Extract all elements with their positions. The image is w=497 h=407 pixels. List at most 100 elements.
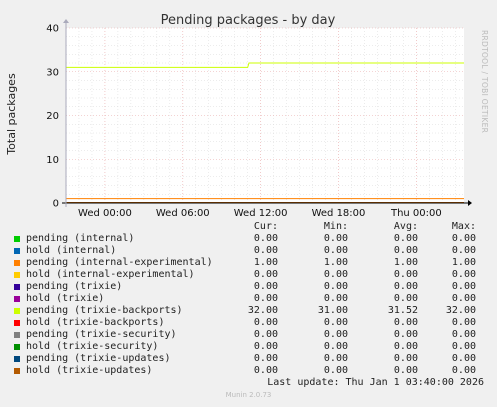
legend-row: hold (trixie) 0.00 0.00 0.00 0.00 [10,293,490,305]
axes [62,19,472,207]
legend-value-min: 0.00 [323,293,348,304]
legend-value-avg: 0.00 [393,269,418,280]
legend-value-max: 0.00 [451,233,476,244]
x-tick-labels: Wed 00:00 Wed 06:00 Wed 12:00 Wed 18:00 Thu … [78,208,442,219]
legend-color-swatch [14,260,20,266]
legend-label: hold (internal) [26,245,117,256]
legend-header-avg: Avg: [393,221,418,232]
legend-value-cur: 0.00 [253,365,278,376]
legend-value-cur: 1.00 [253,257,278,268]
legend-value-avg: 1.00 [393,257,418,268]
y-tick-label: 30 [46,67,59,78]
legend-value-avg: 31.52 [387,305,418,316]
legend-value-avg: 0.00 [393,365,418,376]
legend-color-swatch [14,356,20,362]
legend-label: hold (trixie-security) [26,341,159,352]
legend-row: pending (trixie-backports) 32.00 31.00 31.5… [10,305,490,317]
x-tick-label: Wed 00:00 [78,208,132,219]
grid-major [66,27,464,203]
legend-value-cur: 0.00 [253,245,278,256]
legend-color-swatch [14,320,20,326]
legend-row: hold (internal-experimental) 0.00 0.00 0.00… [10,269,490,281]
y-tick-label: 0 [53,199,59,210]
legend-label: pending (trixie-security) [26,329,177,340]
legend-value-min: 0.00 [323,269,348,280]
legend-header-row: Cur: Min: Avg: Max: [10,221,490,233]
legend-row: pending (internal) 0.00 0.00 0.00 0.00 [10,233,490,245]
y-axis-label: Total packages [5,73,18,156]
legend-value-max: 0.00 [451,341,476,352]
legend-row: pending (trixie) 0.00 0.00 0.00 0.00 [10,281,490,293]
legend-color-swatch [14,284,20,290]
legend-row: pending (trixie-security) 0.00 0.00 0.00 0.0… [10,329,490,341]
legend-value-max: 0.00 [451,365,476,376]
legend-value-avg: 0.00 [393,233,418,244]
legend-value-cur: 32.00 [247,305,278,316]
legend-value-avg: 0.00 [393,341,418,352]
legend-label: pending (trixie-backports) [26,305,183,316]
legend-value-min: 1.00 [323,257,348,268]
legend-label: pending (internal) [26,233,135,244]
legend-color-swatch [14,248,20,254]
x-axis-arrow [468,200,472,206]
legend-value-avg: 0.00 [393,245,418,256]
legend-value-min: 0.00 [323,353,348,364]
legend-value-max: 0.00 [451,281,476,292]
legend-value-avg: 0.00 [393,329,418,340]
y-tick-label: 20 [46,111,59,122]
legend-color-swatch [14,296,20,302]
legend-row: hold (trixie-backports) 0.00 0.00 0.00 0.00 [10,317,490,329]
legend-color-swatch [14,344,20,350]
legend-table: Cur: Min: Avg: Max: pending (internal) 0.… [10,221,490,377]
legend-value-cur: 0.00 [253,341,278,352]
legend-value-avg: 0.00 [393,293,418,304]
legend-label: hold (internal-experimental) [26,269,195,280]
legend-row: hold (internal) 0.00 0.00 0.00 0.00 [10,245,490,257]
legend-value-cur: 0.00 [253,233,278,244]
legend-value-avg: 0.00 [393,281,418,292]
x-tick-label: Wed 12:00 [234,208,288,219]
legend-label: pending (trixie-updates) [26,353,171,364]
legend-row: pending (trixie-updates) 0.00 0.00 0.00 0.00 [10,353,490,365]
x-tick-label: Wed 06:00 [156,208,210,219]
legend-value-max: 0.00 [451,317,476,328]
legend-value-min: 0.00 [323,317,348,328]
legend-value-cur: 0.00 [253,281,278,292]
legend-header-cur: Cur: [253,221,278,232]
legend-label: hold (trixie-updates) [26,365,153,376]
last-update-text: Last update: Thu Jan 1 03:40:00 2026 [267,377,484,388]
legend-value-min: 0.00 [323,329,348,340]
legend-label: hold (trixie) [26,293,105,304]
legend-value-max: 32.00 [445,305,476,316]
legend-row: hold (trixie-security) 0.00 0.00 0.00 0.00 [10,341,490,353]
y-tick-label: 40 [46,24,59,35]
legend-label: pending (internal-experimental) [26,257,213,268]
legend-label: hold (trixie-backports) [26,317,165,328]
legend-header-max: Max: [451,221,476,232]
legend-label: pending (trixie) [26,281,123,292]
legend-value-min: 0.00 [323,245,348,256]
munin-version-footer: Munin 2.0.73 [225,391,272,399]
legend-value-max: 0.00 [451,329,476,340]
y-tick-labels: 0 10 20 30 40 [46,24,59,210]
x-tick-label: Wed 18:00 [312,208,366,219]
legend-row: hold (trixie-updates) 0.00 0.00 0.00 0.00 [10,365,490,377]
legend-value-max: 0.00 [451,269,476,280]
legend-value-cur: 0.00 [253,353,278,364]
legend-value-avg: 0.00 [393,317,418,328]
legend-color-swatch [14,308,20,314]
legend-value-cur: 0.00 [253,329,278,340]
legend-value-avg: 0.00 [393,353,418,364]
legend-value-cur: 0.00 [253,317,278,328]
rrdtool-side-label: RRDTOOL / TOBI OETIKER [480,30,489,133]
legend-value-min: 0.00 [323,365,348,376]
legend-row: pending (internal-experimental) 1.00 1.00 1… [10,257,490,269]
legend-color-swatch [14,368,20,374]
legend-color-swatch [14,272,20,278]
legend-value-min: 31.00 [317,305,348,316]
legend-value-max: 0.00 [451,293,476,304]
legend-value-max: 1.00 [451,257,476,268]
legend-value-min: 0.00 [323,233,348,244]
x-tick-label: Thu 00:00 [390,208,442,219]
